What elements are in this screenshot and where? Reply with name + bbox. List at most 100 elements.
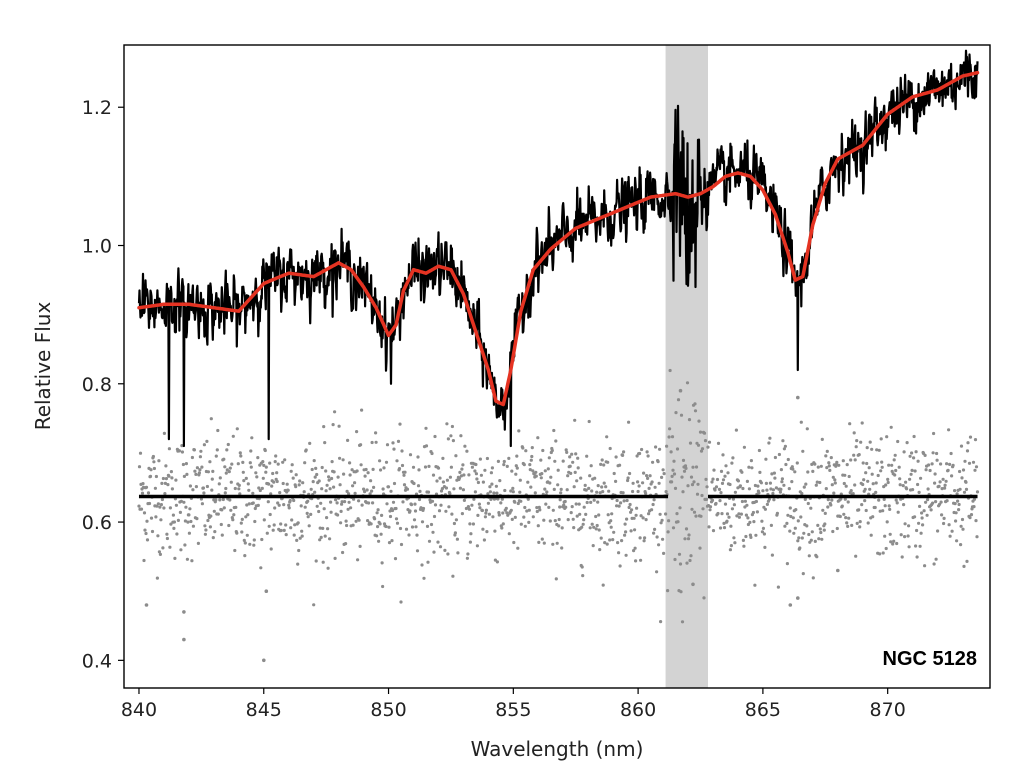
residual-point: [955, 539, 959, 543]
residual-point: [914, 544, 918, 548]
residual-point: [418, 489, 422, 493]
residual-point: [502, 463, 506, 467]
residual-point: [877, 498, 881, 502]
residual-point: [677, 552, 682, 556]
residual-point: [527, 520, 531, 525]
residual-point: [651, 502, 655, 507]
residual-point: [332, 485, 336, 489]
residual-point: [439, 503, 443, 507]
residual-point: [825, 466, 829, 470]
residual-point: [184, 505, 188, 509]
residual-point: [370, 440, 374, 445]
residual-point: [241, 470, 245, 474]
residual-point: [277, 503, 281, 507]
residual-point: [935, 458, 939, 462]
residual-point: [351, 523, 355, 527]
residual-point: [936, 529, 940, 533]
residual-point: [242, 538, 246, 543]
residual-point: [587, 486, 591, 490]
residual-point: [799, 420, 803, 424]
residual-point: [242, 479, 246, 483]
residual-point: [523, 505, 527, 510]
residual-point: [617, 504, 621, 508]
residual-point: [846, 500, 850, 504]
residual-point: [379, 468, 383, 472]
residual-point: [853, 458, 857, 462]
residual-point: [236, 462, 240, 466]
residual-point: [561, 459, 565, 463]
residual-point: [892, 539, 896, 543]
residual-point: [272, 480, 276, 484]
residual-point: [216, 512, 220, 516]
residual-point: [375, 534, 379, 538]
residual-point: [289, 526, 293, 530]
residual-point: [189, 519, 193, 524]
residual-point: [341, 458, 345, 462]
residual-point: [138, 451, 143, 455]
residual-point: [560, 526, 564, 530]
residual-point: [708, 505, 713, 509]
residual-point: [842, 481, 846, 486]
residual-point: [431, 530, 435, 534]
residual-point: [484, 508, 488, 512]
residual-point: [807, 532, 811, 537]
residual-point: [158, 505, 162, 509]
x-axis-ticks: 840 845 850 855 860 865 870: [121, 688, 906, 721]
residual-point: [691, 582, 695, 587]
residual-point: [588, 526, 592, 530]
residual-point: [163, 492, 167, 496]
residual-point: [533, 491, 537, 495]
residual-point: [937, 484, 941, 488]
residual-point: [934, 500, 938, 504]
residual-point: [483, 515, 487, 519]
residual-point: [208, 460, 212, 464]
residual-point: [763, 507, 768, 511]
residual-point: [180, 444, 184, 448]
residual-point: [667, 519, 671, 523]
residual-point: [888, 532, 892, 536]
residual-point: [670, 435, 675, 439]
residual-point: [420, 520, 425, 524]
residual-point: [883, 534, 887, 538]
residual-point: [211, 469, 215, 473]
residual-point: [725, 519, 729, 523]
residual-point: [708, 508, 712, 512]
residual-point: [344, 519, 348, 523]
residual-point: [661, 537, 665, 541]
residual-point: [470, 465, 474, 469]
residual-point: [144, 531, 148, 536]
residual-point: [369, 479, 373, 483]
residual-point: [366, 519, 370, 523]
residual-point: [810, 530, 814, 534]
residual-point: [670, 474, 674, 478]
residual-point: [363, 490, 367, 494]
residual-point: [767, 441, 771, 445]
residual-point: [611, 538, 615, 542]
residual-point: [369, 522, 373, 526]
residual-point: [744, 534, 748, 539]
residual-point: [478, 506, 482, 510]
residual-point: [626, 476, 630, 480]
residual-point: [284, 533, 288, 537]
residual-point: [879, 437, 883, 441]
residual-point: [304, 448, 308, 452]
residual-point: [182, 637, 186, 642]
residual-point: [923, 564, 927, 568]
residual-point: [746, 516, 750, 520]
residual-point: [440, 487, 444, 491]
residual-point: [282, 503, 286, 507]
residual-point: [253, 519, 257, 524]
residual-point: [327, 478, 331, 482]
residual-point: [797, 536, 801, 540]
residual-point: [764, 481, 769, 485]
residual-point: [300, 534, 304, 538]
residual-point: [264, 589, 269, 593]
residual-point: [427, 539, 432, 543]
residual-point: [392, 481, 397, 486]
model-fit-layer: [137, 70, 980, 407]
residual-point: [194, 472, 198, 476]
residual-point: [626, 478, 630, 483]
residual-point: [535, 509, 539, 514]
residual-point: [192, 448, 196, 452]
residual-point: [160, 497, 164, 502]
